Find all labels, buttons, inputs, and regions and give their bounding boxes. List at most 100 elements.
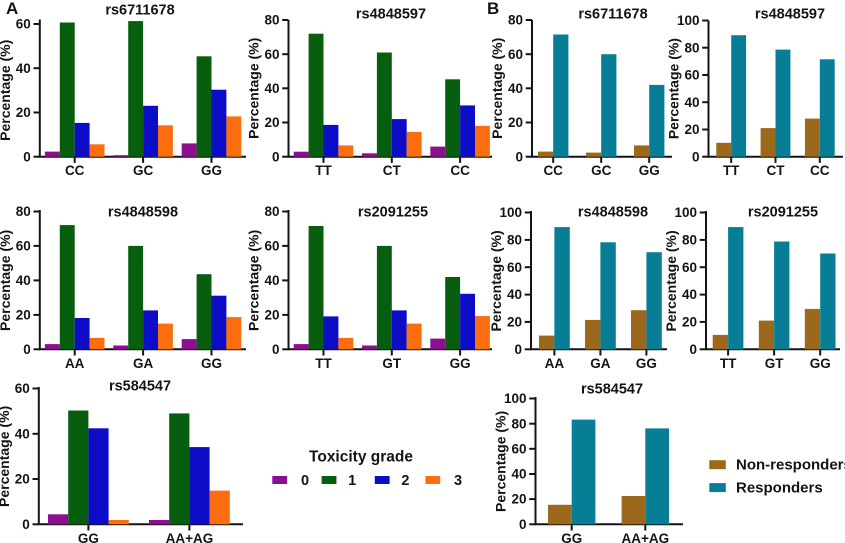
svg-text:80: 80: [684, 40, 699, 55]
svg-text:20: 20: [682, 315, 697, 330]
svg-text:20: 20: [264, 308, 279, 323]
svg-text:CT: CT: [383, 163, 402, 178]
svg-text:Percentage (%): Percentage (%): [0, 230, 13, 331]
svg-text:Percentage (%): Percentage (%): [493, 411, 509, 512]
svg-text:80: 80: [507, 233, 522, 248]
svg-text:0: 0: [23, 342, 31, 357]
svg-text:Percentage (%): Percentage (%): [0, 406, 12, 507]
svg-text:40: 40: [16, 61, 31, 76]
svg-text:80: 80: [511, 416, 526, 431]
svg-text:rs2091255: rs2091255: [358, 204, 428, 220]
svg-text:CC: CC: [65, 163, 85, 178]
svg-text:100: 100: [504, 391, 527, 406]
svg-text:GG: GG: [450, 356, 471, 371]
svg-text:80: 80: [682, 233, 697, 248]
svg-text:60: 60: [16, 17, 31, 32]
svg-text:40: 40: [15, 426, 30, 441]
svg-text:rs6711678: rs6711678: [578, 6, 647, 22]
svg-text:0: 0: [515, 149, 523, 164]
svg-text:TT: TT: [315, 163, 332, 178]
svg-text:60: 60: [15, 381, 30, 396]
svg-text:Toxicity grade: Toxicity grade: [309, 449, 413, 466]
svg-text:20: 20: [507, 315, 522, 330]
svg-text:Percentage (%): Percentage (%): [246, 230, 262, 331]
svg-text:0: 0: [519, 517, 527, 532]
svg-text:1: 1: [348, 473, 356, 489]
svg-text:Percentage (%): Percentage (%): [663, 230, 679, 331]
svg-text:40: 40: [264, 273, 279, 288]
svg-text:AA+AG: AA+AG: [621, 531, 669, 543]
svg-text:CT: CT: [767, 163, 786, 178]
svg-text:GC: GC: [591, 163, 612, 178]
svg-text:GG: GG: [636, 356, 657, 371]
svg-text:rs6711678: rs6711678: [105, 2, 174, 18]
svg-text:100: 100: [499, 205, 522, 220]
svg-text:20: 20: [15, 472, 30, 487]
svg-text:20: 20: [16, 105, 31, 120]
svg-text:rs4848598: rs4848598: [578, 204, 648, 220]
svg-text:40: 40: [682, 287, 697, 302]
svg-text:CC: CC: [450, 163, 470, 178]
svg-text:rs584547: rs584547: [109, 378, 171, 394]
svg-text:AA+AG: AA+AG: [166, 531, 214, 543]
svg-text:GG: GG: [201, 163, 222, 178]
svg-text:60: 60: [684, 68, 699, 83]
svg-text:rs4848598: rs4848598: [108, 204, 178, 220]
svg-text:0: 0: [692, 149, 700, 164]
svg-text:60: 60: [511, 441, 526, 456]
svg-text:Percentage (%): Percentage (%): [666, 38, 682, 139]
svg-text:80: 80: [264, 13, 279, 28]
svg-text:GG: GG: [201, 356, 222, 371]
svg-text:Percentage (%): Percentage (%): [488, 230, 504, 331]
svg-text:rs4848597: rs4848597: [755, 6, 825, 22]
svg-text:AA: AA: [65, 356, 85, 371]
svg-text:60: 60: [264, 47, 279, 62]
svg-text:GA: GA: [590, 356, 611, 371]
svg-text:20: 20: [511, 492, 526, 507]
svg-text:40: 40: [511, 467, 526, 482]
svg-text:GC: GC: [133, 163, 154, 178]
svg-text:40: 40: [684, 95, 699, 110]
svg-text:A: A: [6, 0, 18, 18]
svg-text:rs584547: rs584547: [581, 381, 643, 397]
svg-text:0: 0: [514, 342, 522, 357]
svg-text:CC: CC: [543, 163, 563, 178]
svg-text:2: 2: [401, 473, 409, 489]
svg-text:20: 20: [264, 115, 279, 130]
svg-text:B: B: [487, 0, 499, 18]
svg-text:0: 0: [272, 342, 280, 357]
svg-text:20: 20: [684, 122, 699, 137]
svg-text:TT: TT: [723, 163, 740, 178]
svg-text:60: 60: [507, 260, 522, 275]
svg-text:40: 40: [508, 81, 523, 96]
svg-text:Percentage (%): Percentage (%): [489, 38, 505, 139]
svg-text:0: 0: [272, 149, 280, 164]
svg-text:GG: GG: [561, 531, 582, 543]
svg-text:0: 0: [23, 149, 31, 164]
svg-text:60: 60: [264, 239, 279, 254]
svg-text:GT: GT: [382, 356, 402, 371]
svg-text:GA: GA: [133, 356, 154, 371]
svg-text:AA: AA: [545, 356, 565, 371]
svg-text:GG: GG: [78, 531, 99, 543]
svg-text:100: 100: [677, 13, 700, 28]
svg-text:60: 60: [682, 260, 697, 275]
svg-text:20: 20: [16, 308, 31, 323]
svg-text:TT: TT: [315, 356, 332, 371]
svg-text:TT: TT: [720, 356, 737, 371]
svg-text:CC: CC: [810, 163, 830, 178]
svg-text:60: 60: [508, 47, 523, 62]
svg-text:0: 0: [301, 473, 309, 489]
svg-text:80: 80: [16, 204, 31, 219]
svg-text:40: 40: [16, 273, 31, 288]
svg-text:20: 20: [508, 115, 523, 130]
svg-text:60: 60: [16, 239, 31, 254]
svg-text:rs4848597: rs4848597: [356, 6, 426, 22]
svg-text:GT: GT: [765, 356, 785, 371]
svg-text:rs2091255: rs2091255: [748, 204, 818, 220]
svg-text:40: 40: [507, 287, 522, 302]
svg-text:0: 0: [689, 342, 697, 357]
svg-text:80: 80: [508, 13, 523, 28]
svg-text:Percentage (%): Percentage (%): [246, 38, 262, 139]
svg-text:Percentage (%): Percentage (%): [0, 40, 13, 141]
